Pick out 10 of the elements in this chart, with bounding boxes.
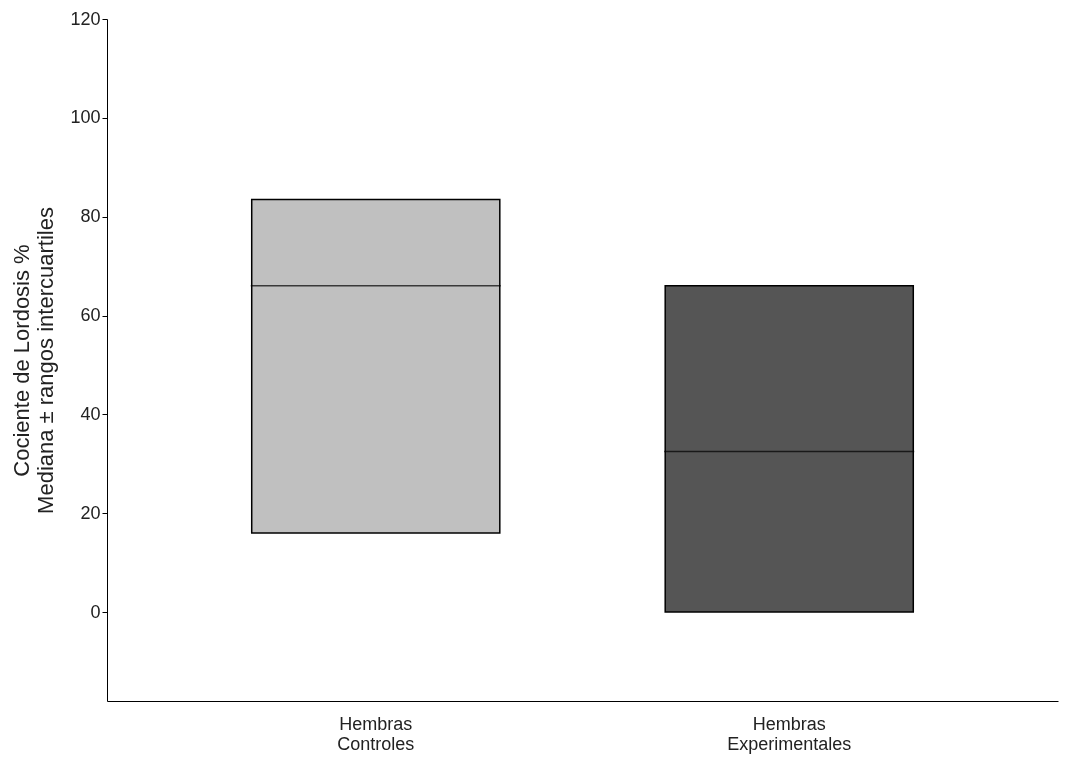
y-axis-title: Cociente de Lordosis % Mediana ± rangos intercuartiles xyxy=(9,207,59,514)
y-tick-label: 0 xyxy=(90,601,101,622)
y-tick-label: 20 xyxy=(80,502,101,523)
y-tick-label: 120 xyxy=(70,8,101,29)
x-tick-label: Hembras Controles xyxy=(337,713,415,754)
y-tick-label: 40 xyxy=(80,403,101,424)
y-tick-label: 80 xyxy=(80,206,101,227)
y-tick-label: 100 xyxy=(70,107,101,128)
y-tick-label: 60 xyxy=(80,305,101,326)
x-tick-label: Hembras Experimentales xyxy=(727,713,852,754)
